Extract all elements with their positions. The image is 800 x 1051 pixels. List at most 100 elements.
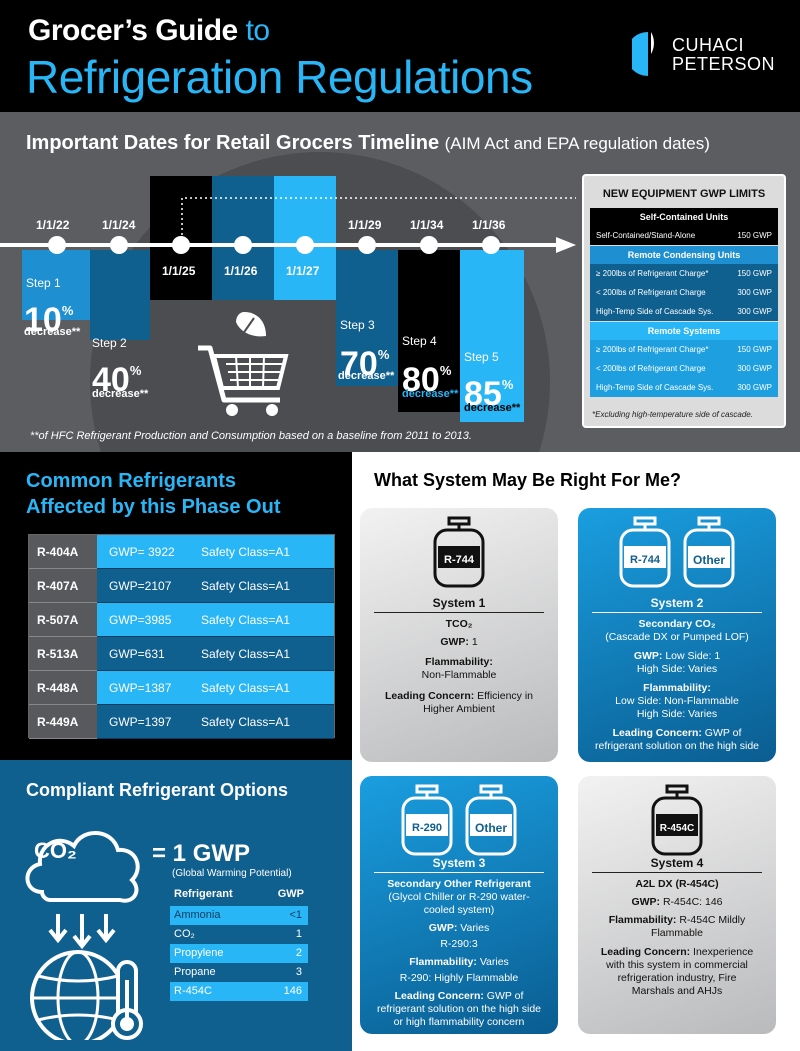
- gwp-row: < 200lbs of Refrigerant Charge 300 GWP: [590, 283, 778, 302]
- leading-concern: Leading Concern: Inexperience: [600, 946, 754, 958]
- step5-label: Step 5: [464, 350, 499, 364]
- timeline-title: Important Dates for Retail Grocers Timel…: [26, 132, 710, 154]
- date-2029: 1/1/29: [348, 218, 382, 232]
- systems-section: What System May Be Right For Me? R-744 S…: [352, 452, 800, 1051]
- leading-concern-cont: with this system in commercial: [606, 959, 748, 971]
- dot-2029: [358, 236, 376, 254]
- timeline-section: Important Dates for Retail Grocers Timel…: [0, 112, 800, 452]
- dotted-connector: [181, 197, 576, 240]
- step1-block: [22, 250, 90, 320]
- system-gwp: GWP: Low Side: 1: [633, 650, 721, 662]
- tank-label: R-454C: [659, 823, 695, 834]
- title-line1: Grocer’s Guide to: [28, 14, 270, 47]
- common-refrigerants-section: Common Refrigerants Affected by this Pha…: [0, 452, 352, 760]
- compliant-title: Compliant Refrigerant Options: [26, 780, 289, 800]
- leading-concern-cont: refrigerant solution on the high side: [376, 1003, 542, 1015]
- date-2025: 1/1/25: [162, 264, 196, 278]
- refrigerant-tank-icon: [433, 516, 485, 588]
- leading-concern-cont: Higher Ambient: [423, 703, 495, 715]
- divider: [374, 872, 544, 873]
- flammability-value: Non-Flammable: [421, 669, 497, 681]
- dot-2024: [110, 236, 128, 254]
- table-row: R-513A GWP=631 Safety Class=A1: [29, 637, 334, 671]
- cloud-globe-thermometer-icon: [25, 831, 143, 1040]
- refrigerant-table: R-404A GWP= 3922 Safety Class=A1 R-407A GWP…: [28, 534, 335, 739]
- system-type-sub: (Cascade DX or Pumped LOF): [605, 631, 749, 643]
- system-gwp: GWP: R-454C: 146: [631, 896, 723, 908]
- table-row: CO₂ 1: [174, 928, 302, 940]
- system-type-sub: (Glycol Chiller or R-290 water-: [388, 891, 530, 903]
- dot-2036: [482, 236, 500, 254]
- system-name: System 1: [432, 596, 486, 610]
- company-logo: CUHACI PETERSON: [632, 30, 782, 80]
- table-row: Propane 3: [174, 966, 302, 978]
- dot-2034: [420, 236, 438, 254]
- step5-decrease: decrease**: [464, 402, 521, 414]
- date-2024: 1/1/24: [102, 218, 136, 232]
- date-2036: 1/1/36: [472, 218, 506, 232]
- step3-pct: 70%: [340, 345, 390, 383]
- step1-label: Step 1: [26, 276, 61, 290]
- leading-concern: Leading Concern: GWP of: [394, 990, 524, 1002]
- system-gwp-cont: High Side: Varies: [636, 663, 718, 675]
- step1-decrease: decrease**: [24, 326, 81, 338]
- step4-decrease: decrease**: [402, 388, 459, 400]
- step4-pct: 80%: [402, 361, 452, 399]
- flammability-label: Flammability:: [425, 656, 493, 668]
- gwp-section-head: Self-Contained Units: [590, 208, 778, 226]
- table-row: R-407A GWP=2107 Safety Class=A1: [29, 569, 334, 603]
- table-row: R-448A GWP=1387 Safety Class=A1: [29, 671, 334, 705]
- divider: [592, 612, 762, 613]
- table-row: R-454C 146: [170, 982, 308, 1001]
- gwp-row: ≥ 200lbs of Refrigerant Charge* 150 GWP: [590, 340, 778, 359]
- gwp-note: *Excluding high-temperature side of casc…: [592, 410, 753, 419]
- system1-card: R-744 System 1 TCO₂ GWP: 1 Flammability:…: [360, 508, 558, 762]
- date-2027: 1/1/27: [286, 264, 320, 278]
- tank-label: R-290: [412, 822, 442, 834]
- system-name: System 4: [650, 856, 704, 870]
- refrigerant-tank-icon: [465, 784, 517, 856]
- leading-concern: Leading Concern: Efficiency in: [384, 690, 534, 702]
- step2-block: [90, 250, 150, 340]
- step4-block: [398, 250, 460, 412]
- title-line2: Refrigeration Regulations: [26, 51, 533, 103]
- system-type: Secondary Other Refrigerant: [387, 878, 531, 890]
- co2-gwp-equals: = 1 GWP: [152, 840, 251, 867]
- flammability: Flammability: Varies: [409, 956, 509, 968]
- leading-concern-cont: or high flammability concern: [393, 1016, 525, 1028]
- flammability-label: Flammability:: [643, 682, 711, 694]
- common-title: Common Refrigerants Affected by this Pha…: [26, 470, 281, 518]
- refrigerant-tank-icon: [683, 516, 735, 588]
- leading-concern-cont: refrigeration industry, Fire: [617, 972, 737, 984]
- gwp-row: < 200lbs of Refrigerant Charge 300 GWP: [590, 359, 778, 378]
- refrigerant-tank-icon: [401, 784, 453, 856]
- leading-concern-cont: Marshals and AHJs: [631, 985, 723, 997]
- system-name: System 3: [432, 856, 486, 870]
- options-table-header: Refrigerant GWP: [174, 888, 304, 900]
- tank-label: R-744: [630, 554, 660, 566]
- system-type: TCO₂: [445, 618, 473, 630]
- step2-label: Step 2: [92, 336, 127, 350]
- dot-2025: [172, 236, 190, 254]
- timeline-footnote: **of HFC Refrigerant Production and Cons…: [30, 430, 472, 442]
- divider: [592, 872, 762, 873]
- divider: [374, 612, 544, 613]
- timeline-arrow: [0, 237, 576, 253]
- dot-2027: [296, 236, 314, 254]
- gwp-row: High-Temp Side of Cascade Sys. 300 GWP: [590, 302, 778, 321]
- system-gwp: GWP: 1: [440, 636, 478, 648]
- logo-line2: PETERSON: [672, 54, 776, 74]
- systems-title: What System May Be Right For Me?: [374, 470, 682, 490]
- step2-pct: 40%: [92, 361, 142, 399]
- step5-block: [460, 250, 524, 422]
- date-2026: 1/1/26: [224, 264, 258, 278]
- gwp-section-head: Remote Condensing Units: [590, 246, 778, 264]
- gwp-limits-title: NEW EQUIPMENT GWP LIMITS: [602, 188, 766, 200]
- step1-pct: 10%: [24, 301, 74, 339]
- table-row: R-507A GWP=3985 Safety Class=A1: [29, 603, 334, 637]
- date-2022: 1/1/22: [36, 218, 70, 232]
- refrigerant-tank-icon: [651, 784, 703, 856]
- date-2034: 1/1/34: [410, 218, 444, 232]
- flammability-value: R-290: Highly Flammable: [399, 972, 519, 984]
- system4-card: R-454C System 4 A2L DX (R-454C) GWP: R-4…: [578, 776, 776, 1034]
